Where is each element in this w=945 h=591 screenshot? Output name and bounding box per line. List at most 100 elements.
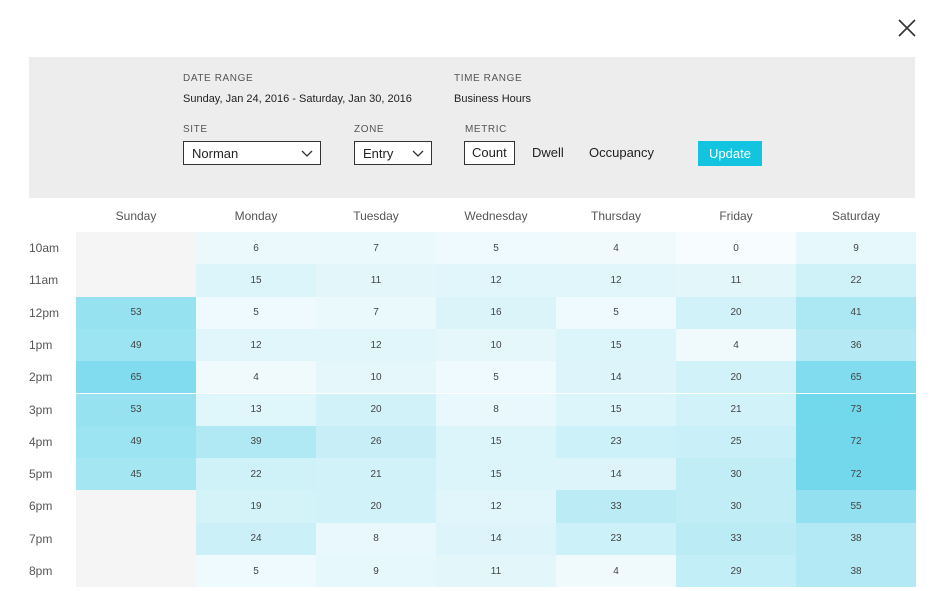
heatmap-cell[interactable]: 19 — [196, 490, 316, 523]
heatmap-cell[interactable]: 14 — [556, 361, 676, 394]
heatmap-cell[interactable]: 21 — [676, 393, 796, 426]
heatmap-cell[interactable]: 9 — [796, 232, 916, 265]
heatmap-cell[interactable] — [76, 555, 196, 588]
metric-count-option[interactable]: Count — [464, 141, 515, 165]
heatmap-cell[interactable]: 25 — [676, 425, 796, 459]
heatmap-cell[interactable]: 55 — [796, 490, 916, 523]
heatmap-cell[interactable]: 4 — [556, 232, 676, 265]
heatmap-cell[interactable]: 5 — [436, 361, 556, 394]
heatmap-cell[interactable] — [76, 490, 196, 523]
heatmap-cell[interactable]: 15 — [436, 458, 556, 491]
heatmap-cell[interactable]: 20 — [676, 361, 796, 394]
heatmap-cell[interactable]: 13 — [196, 393, 316, 426]
heatmap-cell[interactable]: 15 — [436, 425, 556, 459]
heatmap-cell[interactable]: 72 — [796, 458, 916, 491]
time-range-value[interactable]: Business Hours — [454, 93, 532, 105]
heatmap-cell[interactable]: 72 — [796, 425, 916, 459]
heatmap-cell[interactable]: 36 — [796, 328, 916, 362]
site-select-value: Norman — [192, 145, 239, 161]
heatmap-cell[interactable]: 53 — [76, 393, 196, 426]
heatmap-cell[interactable]: 20 — [316, 393, 436, 426]
metric-label: METRIC — [465, 124, 507, 135]
heatmap-cell[interactable]: 10 — [436, 328, 556, 362]
heatmap-cell[interactable]: 38 — [796, 522, 916, 555]
heatmap-cell[interactable]: 22 — [796, 264, 916, 297]
heatmap-cell[interactable]: 14 — [556, 458, 676, 491]
metric-occupancy-option[interactable]: Occupancy — [589, 145, 655, 160]
day-header-sunday: Sunday — [115, 209, 157, 223]
heatmap-cell[interactable]: 5 — [436, 232, 556, 265]
heatmap-cell[interactable]: 30 — [676, 458, 796, 491]
heatmap-cell[interactable]: 30 — [676, 490, 796, 523]
hour-label: 6pm — [29, 499, 53, 514]
heatmap-cell[interactable]: 5 — [196, 296, 316, 329]
heatmap-cell[interactable]: 12 — [196, 328, 316, 362]
heatmap-cell[interactable]: 20 — [316, 490, 436, 523]
heatmap-cell[interactable]: 11 — [316, 264, 436, 297]
heatmap-cell[interactable]: 10 — [316, 361, 436, 394]
heatmap-cell[interactable]: 0 — [676, 232, 796, 265]
heatmap-cell[interactable]: 15 — [556, 393, 676, 426]
heatmap-cell[interactable]: 15 — [196, 264, 316, 297]
heatmap-cell[interactable]: 53 — [76, 296, 196, 329]
heatmap-cell[interactable]: 8 — [316, 522, 436, 555]
heatmap-cell[interactable]: 4 — [676, 328, 796, 362]
heatmap-cell[interactable]: 73 — [796, 393, 916, 426]
site-select[interactable]: Norman — [183, 141, 321, 165]
heatmap-cell[interactable]: 16 — [436, 296, 556, 329]
update-button[interactable]: Update — [698, 141, 762, 166]
heatmap-cell[interactable]: 9 — [316, 555, 436, 588]
heatmap-cell[interactable]: 4 — [556, 555, 676, 588]
heatmap-cell[interactable]: 21 — [316, 458, 436, 491]
heatmap-cell[interactable] — [76, 232, 196, 265]
heatmap-cell[interactable]: 8 — [436, 393, 556, 426]
heatmap-cell[interactable]: 11 — [676, 264, 796, 297]
heatmap-cell[interactable]: 23 — [556, 522, 676, 555]
date-range-value[interactable]: Sunday, Jan 24, 2016 - Saturday, Jan 30,… — [183, 93, 412, 105]
heatmap-cell[interactable]: 45 — [76, 458, 196, 491]
heatmap-cell[interactable] — [76, 522, 196, 555]
heatmap-cell[interactable]: 26 — [316, 425, 436, 459]
heatmap-cell[interactable]: 33 — [556, 490, 676, 523]
day-header-thursday: Thursday — [590, 209, 642, 223]
heatmap-cell[interactable]: 65 — [796, 361, 916, 394]
hour-label: 2pm — [29, 370, 53, 385]
date-range-label: DATE RANGE — [183, 73, 254, 84]
heatmap-cell[interactable]: 12 — [436, 490, 556, 523]
heatmap-cell[interactable]: 12 — [436, 264, 556, 297]
heatmap-cell[interactable]: 41 — [796, 296, 916, 329]
day-header-tuesday: Tuesday — [353, 209, 399, 223]
heatmap-cell[interactable]: 20 — [676, 296, 796, 329]
heatmap-cell[interactable]: 7 — [316, 232, 436, 265]
heatmap-cell[interactable]: 5 — [556, 296, 676, 329]
day-header-monday: Monday — [234, 209, 278, 223]
site-label: SITE — [183, 124, 208, 135]
heatmap-cell[interactable]: 22 — [196, 458, 316, 491]
metric-dwell-option[interactable]: Dwell — [532, 145, 564, 160]
heatmap-cell[interactable]: 5 — [196, 555, 316, 588]
heatmap-cell[interactable]: 6 — [196, 232, 316, 265]
heatmap-cell[interactable]: 33 — [676, 522, 796, 555]
heatmap-cell[interactable]: 24 — [196, 522, 316, 555]
heatmap-cell[interactable]: 49 — [76, 425, 196, 459]
heatmap-cell[interactable]: 65 — [76, 361, 196, 394]
heatmap-cell[interactable]: 7 — [316, 296, 436, 329]
heatmap-cell[interactable]: 11 — [436, 555, 556, 588]
heatmap-cell[interactable]: 15 — [556, 328, 676, 362]
heatmap-cell[interactable]: 14 — [436, 522, 556, 555]
heatmap-cell[interactable]: 49 — [76, 328, 196, 362]
heatmap-cell[interactable]: 29 — [676, 555, 796, 588]
heatmap-cell[interactable]: 12 — [316, 328, 436, 362]
heatmap-cell[interactable]: 38 — [796, 555, 916, 588]
heatmap-cell[interactable]: 23 — [556, 425, 676, 459]
heatmap-cell[interactable] — [76, 264, 196, 297]
time-range-label: TIME RANGE — [454, 73, 523, 84]
heatmap-cell[interactable]: 12 — [556, 264, 676, 297]
heatmap-cell[interactable]: 39 — [196, 425, 316, 459]
close-icon[interactable] — [896, 17, 918, 39]
day-header-friday: Friday — [719, 209, 753, 223]
heatmap-cell[interactable]: 4 — [196, 361, 316, 394]
zone-select[interactable]: Entry — [354, 141, 432, 165]
day-header-saturday: Saturday — [831, 209, 881, 223]
zone-label: ZONE — [354, 124, 385, 135]
